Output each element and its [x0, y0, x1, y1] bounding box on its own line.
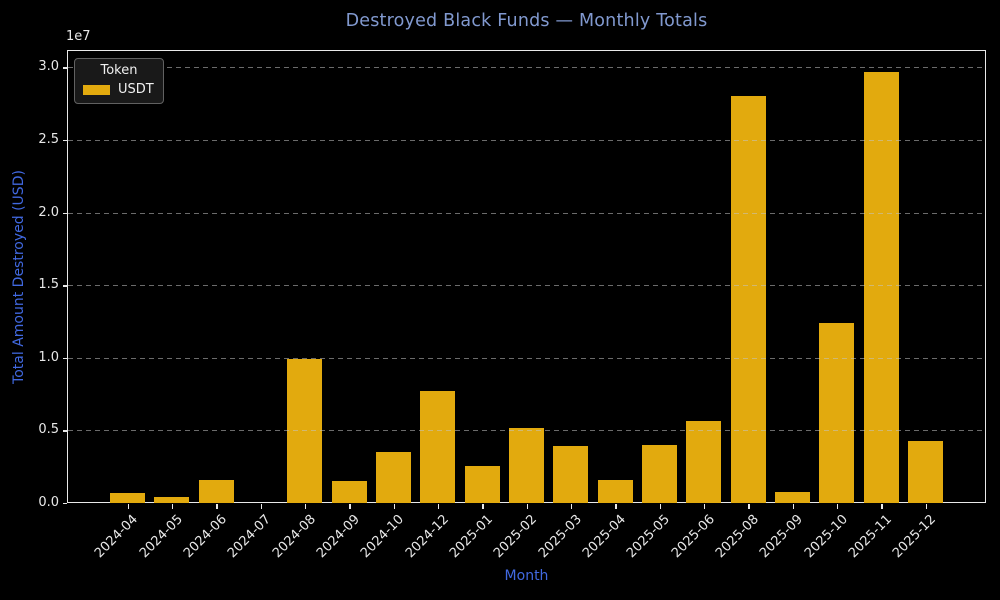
x-tick-label: 2025-09 — [757, 512, 807, 562]
x-tick-label: 2024-04 — [92, 512, 142, 562]
legend-entry-usdt: USDT — [75, 82, 163, 97]
y-tick-mark — [63, 67, 67, 69]
bar-2024-09 — [331, 481, 367, 503]
y-axis-offset-text: 1e7 — [66, 29, 91, 44]
bar-2025-08 — [730, 96, 766, 503]
x-tick-label: 2025-04 — [579, 512, 629, 562]
y-tick-mark — [63, 430, 67, 432]
x-tick-mark — [836, 504, 839, 509]
bar-2025-09 — [775, 492, 810, 503]
x-tick-label: 2024-06 — [180, 512, 230, 562]
bar-2025-06 — [686, 420, 722, 503]
y-tick-label: 2.0 — [38, 204, 59, 220]
chart-title: Destroyed Black Funds — Monthly Totals — [345, 11, 708, 31]
x-tick-label: 2024-12 — [402, 512, 452, 562]
x-tick-mark — [304, 504, 307, 509]
x-tick-mark — [659, 504, 661, 509]
x-tick-mark — [260, 504, 262, 509]
x-tick-mark — [792, 504, 794, 509]
y-tick-label: 1.0 — [38, 349, 59, 365]
x-tick-mark — [349, 504, 351, 509]
gridline — [68, 430, 985, 432]
bar-2025-01 — [464, 465, 500, 503]
x-tick-mark — [615, 504, 617, 509]
y-tick-mark — [63, 357, 67, 360]
x-tick-mark — [216, 504, 218, 509]
bar-2024-10 — [376, 452, 411, 503]
bar-2025-04 — [597, 480, 633, 503]
x-tick-label: 2024-05 — [136, 512, 186, 562]
y-tick-label: 0.5 — [38, 422, 59, 438]
y-tick-mark — [63, 503, 67, 505]
x-tick-label: 2024-07 — [225, 512, 275, 562]
gridline — [68, 357, 985, 359]
gridline — [68, 285, 985, 287]
y-tick-label: 0.0 — [38, 495, 59, 510]
x-tick-label: 2024-09 — [313, 512, 363, 562]
gridline — [68, 67, 985, 69]
bar-2024-04 — [110, 492, 145, 503]
x-tick-label: 2025-08 — [712, 512, 762, 562]
bar-2025-12 — [908, 440, 943, 503]
bar-2025-02 — [509, 427, 544, 503]
x-tick-label: 2025-03 — [535, 512, 585, 562]
gridline — [68, 140, 985, 142]
y-tick-label: 1.5 — [38, 277, 59, 293]
bar-2025-05 — [642, 444, 677, 503]
x-tick-label: 2025-11 — [845, 512, 895, 562]
x-tick-mark — [881, 504, 883, 509]
x-tick-label: 2024-08 — [269, 512, 319, 562]
y-tick-mark — [63, 285, 67, 287]
x-tick-mark — [526, 504, 528, 509]
x-tick-mark — [482, 504, 484, 509]
x-tick-mark — [570, 504, 573, 509]
x-tick-label: 2025-10 — [801, 512, 851, 562]
bar-2025-10 — [819, 322, 855, 503]
x-axis-label: Month — [504, 568, 549, 584]
x-tick-label: 2025-05 — [624, 512, 674, 562]
bar-2025-03 — [553, 446, 589, 503]
y-tick-label: 2.5 — [38, 132, 59, 148]
y-tick-mark — [63, 140, 67, 142]
legend-title: Token — [100, 63, 138, 78]
x-tick-mark — [703, 504, 706, 509]
bar-2024-12 — [420, 391, 456, 503]
x-tick-mark — [171, 504, 174, 509]
bar-2024-05 — [154, 497, 190, 503]
x-tick-label: 2024-10 — [358, 512, 408, 562]
bar-2024-06 — [198, 479, 234, 503]
x-tick-mark — [127, 504, 129, 509]
y-tick-label: 3.0 — [38, 59, 59, 75]
x-tick-label: 2025-01 — [446, 512, 496, 562]
x-tick-label: 2025-02 — [491, 512, 541, 562]
x-tick-mark — [437, 504, 440, 509]
x-tick-mark — [748, 504, 750, 509]
y-tick-mark — [63, 212, 67, 214]
x-tick-label: 2025-06 — [668, 512, 718, 562]
bar-2025-11 — [863, 71, 899, 503]
legend: Token USDT — [74, 58, 164, 104]
gridline — [68, 212, 985, 214]
legend-swatch-usdt — [83, 84, 110, 95]
x-tick-mark — [925, 504, 927, 509]
x-tick-label: 2025-12 — [890, 512, 940, 562]
x-tick-mark — [393, 504, 395, 509]
legend-entry-label: USDT — [118, 82, 154, 97]
